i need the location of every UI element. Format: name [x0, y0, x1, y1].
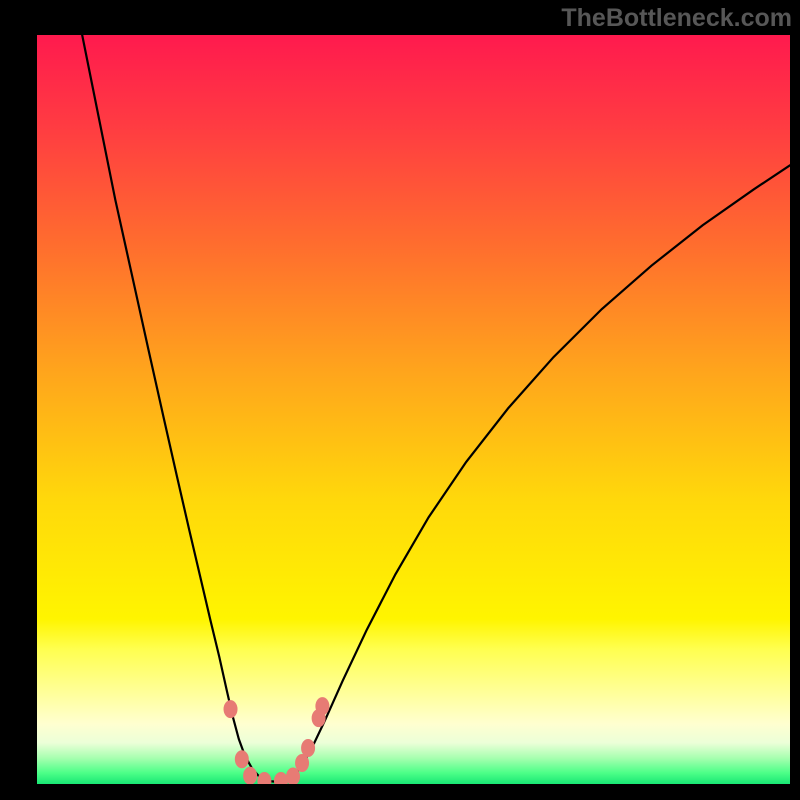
marker-point — [243, 767, 257, 784]
watermark-text: TheBottleneck.com — [561, 4, 792, 33]
marker-point — [224, 700, 238, 718]
bottleneck-chart — [37, 35, 790, 784]
chart-frame: TheBottleneck.com — [0, 0, 800, 800]
marker-point — [235, 750, 249, 768]
marker-point — [301, 739, 315, 757]
gradient-background — [37, 35, 790, 784]
marker-point — [315, 697, 329, 715]
